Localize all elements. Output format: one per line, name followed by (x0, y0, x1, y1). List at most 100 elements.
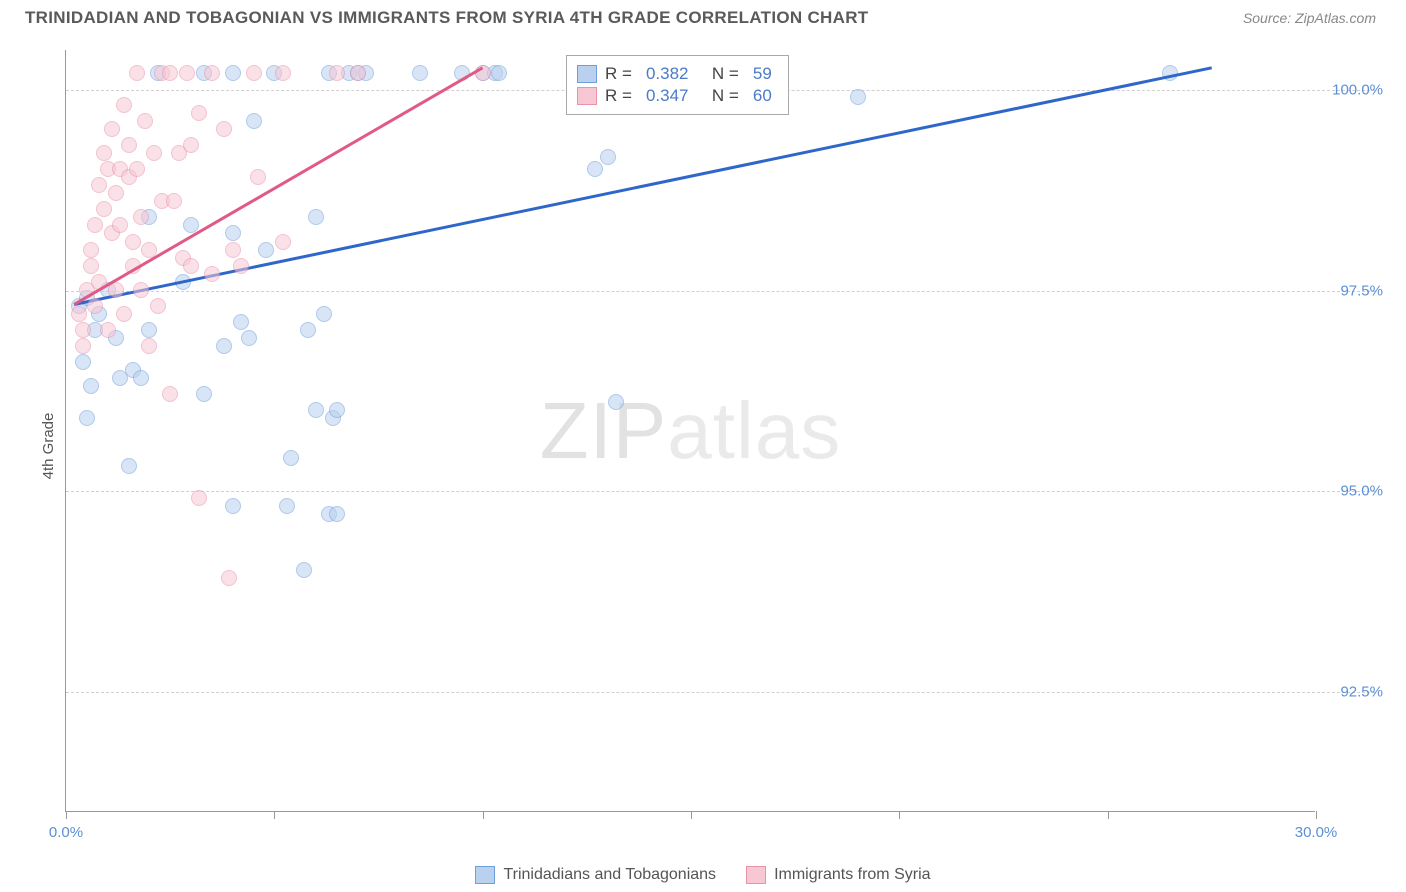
data-point (100, 322, 116, 338)
data-point (216, 338, 232, 354)
legend-swatch (746, 866, 766, 884)
data-point (316, 306, 332, 322)
data-point (108, 185, 124, 201)
legend-label: Trinidadians and Tobagonians (503, 866, 716, 884)
data-point (87, 298, 103, 314)
legend-item: Trinidadians and Tobagonians (475, 866, 716, 884)
data-point (225, 65, 241, 81)
stat-r-label: R = (605, 86, 632, 106)
xtick (66, 811, 67, 819)
data-point (129, 65, 145, 81)
data-point (79, 410, 95, 426)
data-point (183, 258, 199, 274)
data-point (116, 97, 132, 113)
xtick (483, 811, 484, 819)
data-point (112, 217, 128, 233)
data-point (608, 394, 624, 410)
data-point (491, 65, 507, 81)
data-point (329, 65, 345, 81)
data-point (83, 242, 99, 258)
bottom-legend: Trinidadians and Tobagonians Immigrants f… (0, 866, 1406, 884)
data-point (121, 458, 137, 474)
stats-row: R = 0.347 N = 60 (577, 86, 778, 106)
legend-swatch (577, 65, 597, 83)
data-point (300, 322, 316, 338)
stat-r-value: 0.382 (646, 64, 689, 84)
data-point (150, 298, 166, 314)
watermark-thin: atlas (667, 386, 841, 475)
data-point (83, 258, 99, 274)
ytick-label: 100.0% (1332, 82, 1383, 99)
data-point (587, 161, 603, 177)
plot-region: ZIPatlas 92.5%95.0%97.5%100.0%0.0%30.0%R… (65, 50, 1315, 812)
data-point (250, 169, 266, 185)
data-point (308, 402, 324, 418)
data-point (216, 121, 232, 137)
data-point (329, 402, 345, 418)
data-point (296, 562, 312, 578)
data-point (179, 65, 195, 81)
data-point (121, 137, 137, 153)
chart-source: Source: ZipAtlas.com (1243, 10, 1376, 26)
chart-title: TRINIDADIAN AND TOBAGONIAN VS IMMIGRANTS… (25, 8, 868, 28)
stat-r-value: 0.347 (646, 86, 689, 106)
watermark-bold: ZIP (540, 386, 667, 475)
data-point (233, 314, 249, 330)
data-point (96, 145, 112, 161)
data-point (133, 282, 149, 298)
legend-swatch (475, 866, 495, 884)
data-point (191, 490, 207, 506)
data-point (275, 65, 291, 81)
data-point (600, 149, 616, 165)
data-point (104, 121, 120, 137)
xtick (691, 811, 692, 819)
data-point (279, 498, 295, 514)
data-point (850, 89, 866, 105)
legend-item: Immigrants from Syria (746, 866, 930, 884)
data-point (83, 378, 99, 394)
legend-swatch (577, 87, 597, 105)
data-point (71, 306, 87, 322)
data-point (225, 242, 241, 258)
data-point (412, 65, 428, 81)
data-point (350, 65, 366, 81)
legend-label: Immigrants from Syria (774, 866, 930, 884)
data-point (233, 258, 249, 274)
xtick (899, 811, 900, 819)
data-point (141, 322, 157, 338)
stats-legend: R =0.382 N =59R =0.347 N =60 (566, 55, 789, 115)
chart-area: 4th Grade ZIPatlas 92.5%95.0%97.5%100.0%… (25, 40, 1396, 852)
data-point (75, 322, 91, 338)
data-point (246, 113, 262, 129)
data-point (125, 234, 141, 250)
data-point (183, 137, 199, 153)
data-point (162, 65, 178, 81)
xtick-label: 30.0% (1295, 824, 1338, 841)
stat-n-value: 60 (753, 86, 772, 106)
data-point (329, 506, 345, 522)
data-point (283, 450, 299, 466)
stat-n-label: N = (702, 86, 738, 106)
data-point (162, 386, 178, 402)
y-axis-label: 4th Grade (40, 413, 57, 480)
data-point (75, 338, 91, 354)
data-point (196, 386, 212, 402)
data-point (204, 266, 220, 282)
xtick (1108, 811, 1109, 819)
data-point (166, 193, 182, 209)
data-point (225, 225, 241, 241)
gridline-h (66, 491, 1375, 492)
data-point (204, 65, 220, 81)
data-point (275, 234, 291, 250)
data-point (246, 65, 262, 81)
data-point (241, 330, 257, 346)
xtick (274, 811, 275, 819)
data-point (146, 145, 162, 161)
data-point (129, 161, 145, 177)
ytick-label: 97.5% (1340, 282, 1383, 299)
data-point (258, 242, 274, 258)
data-point (308, 209, 324, 225)
ytick-label: 95.0% (1340, 483, 1383, 500)
data-point (116, 306, 132, 322)
ytick-label: 92.5% (1340, 683, 1383, 700)
